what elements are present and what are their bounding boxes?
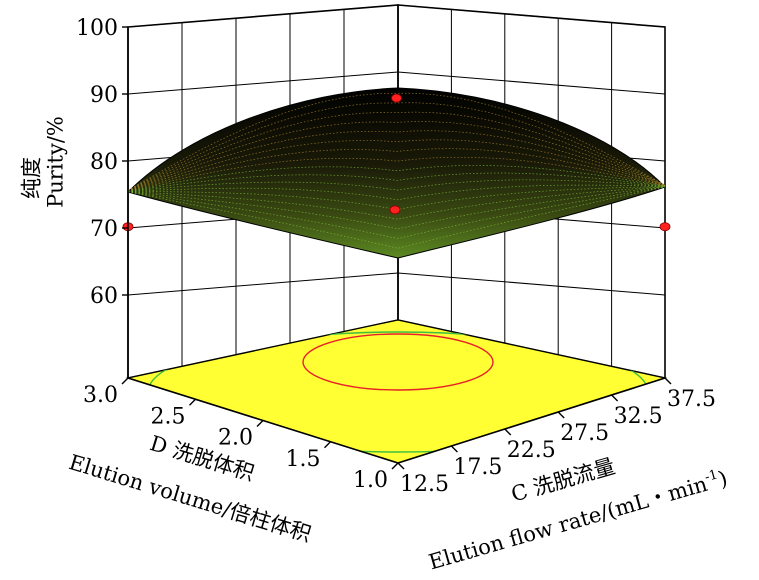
design-point xyxy=(389,205,401,215)
surface-mesh-line xyxy=(127,186,666,239)
c-axis-label-close: ) xyxy=(716,466,731,491)
surface-mesh-line xyxy=(127,165,666,192)
surface-mesh-line xyxy=(127,186,666,249)
c-tick-mark xyxy=(450,445,458,453)
surface-mesh-line xyxy=(127,92,666,191)
surface-mesh-line xyxy=(127,121,666,191)
d-tick-mark xyxy=(256,420,264,427)
c-tick-label: 32.5 xyxy=(614,404,663,429)
surface-mesh-line xyxy=(127,139,666,192)
c-tick-mark xyxy=(611,394,619,402)
d-tick-mark xyxy=(324,441,331,449)
c-tick-label: 37.5 xyxy=(667,387,716,412)
d-tick-label: 1.0 xyxy=(353,468,388,493)
surface-mesh-line xyxy=(127,130,666,191)
z-tick-label: 90 xyxy=(90,83,118,108)
z-gridline xyxy=(127,4,666,28)
surface-fill xyxy=(127,87,666,259)
z-tick-label: 60 xyxy=(90,284,118,309)
z-gridline xyxy=(127,71,666,95)
d-tick-mark xyxy=(391,462,399,470)
inner-contour xyxy=(302,333,494,391)
z-axis: 100 90 80 70 60 纯度 Purity/% xyxy=(20,16,129,378)
d-tick-label: 2.5 xyxy=(151,404,186,429)
design-point xyxy=(659,222,671,232)
z-tick-label: 70 xyxy=(90,217,118,242)
d-tick-label: 3.0 xyxy=(83,383,118,408)
surface-mesh-line xyxy=(127,111,666,191)
z-axis-label-cn: 纯度 xyxy=(20,157,44,199)
surface-mesh-line xyxy=(127,172,666,192)
c-tick-mark xyxy=(557,411,565,419)
c-tick-mark xyxy=(397,462,405,470)
d-tick-label: 1.5 xyxy=(286,447,321,472)
z-axis-label-en: Purity/% xyxy=(44,116,68,208)
c-axis-label-sup: -1 xyxy=(703,467,719,485)
c-tick-label: 27.5 xyxy=(560,421,609,446)
surface-mesh-line xyxy=(127,156,666,192)
d-tick-label: 2.0 xyxy=(218,426,253,451)
surface-mesh-line xyxy=(127,148,666,192)
response-surface xyxy=(127,87,666,259)
c-tick-label: 12.5 xyxy=(400,472,449,497)
c-tick-mark xyxy=(664,377,672,385)
design-point xyxy=(391,93,402,103)
z-tick-label: 80 xyxy=(90,150,118,175)
surface-mesh-line xyxy=(127,184,666,201)
c-tick-label: 22.5 xyxy=(507,438,556,463)
d-tick-mark xyxy=(189,398,196,406)
c-tick-mark xyxy=(504,428,512,436)
d-tick-mark xyxy=(121,377,129,385)
c-tick-label: 17.5 xyxy=(453,455,502,480)
surface-mesh-line xyxy=(127,179,666,192)
z-tick-label: 100 xyxy=(76,16,118,41)
z-gridline xyxy=(127,272,666,296)
